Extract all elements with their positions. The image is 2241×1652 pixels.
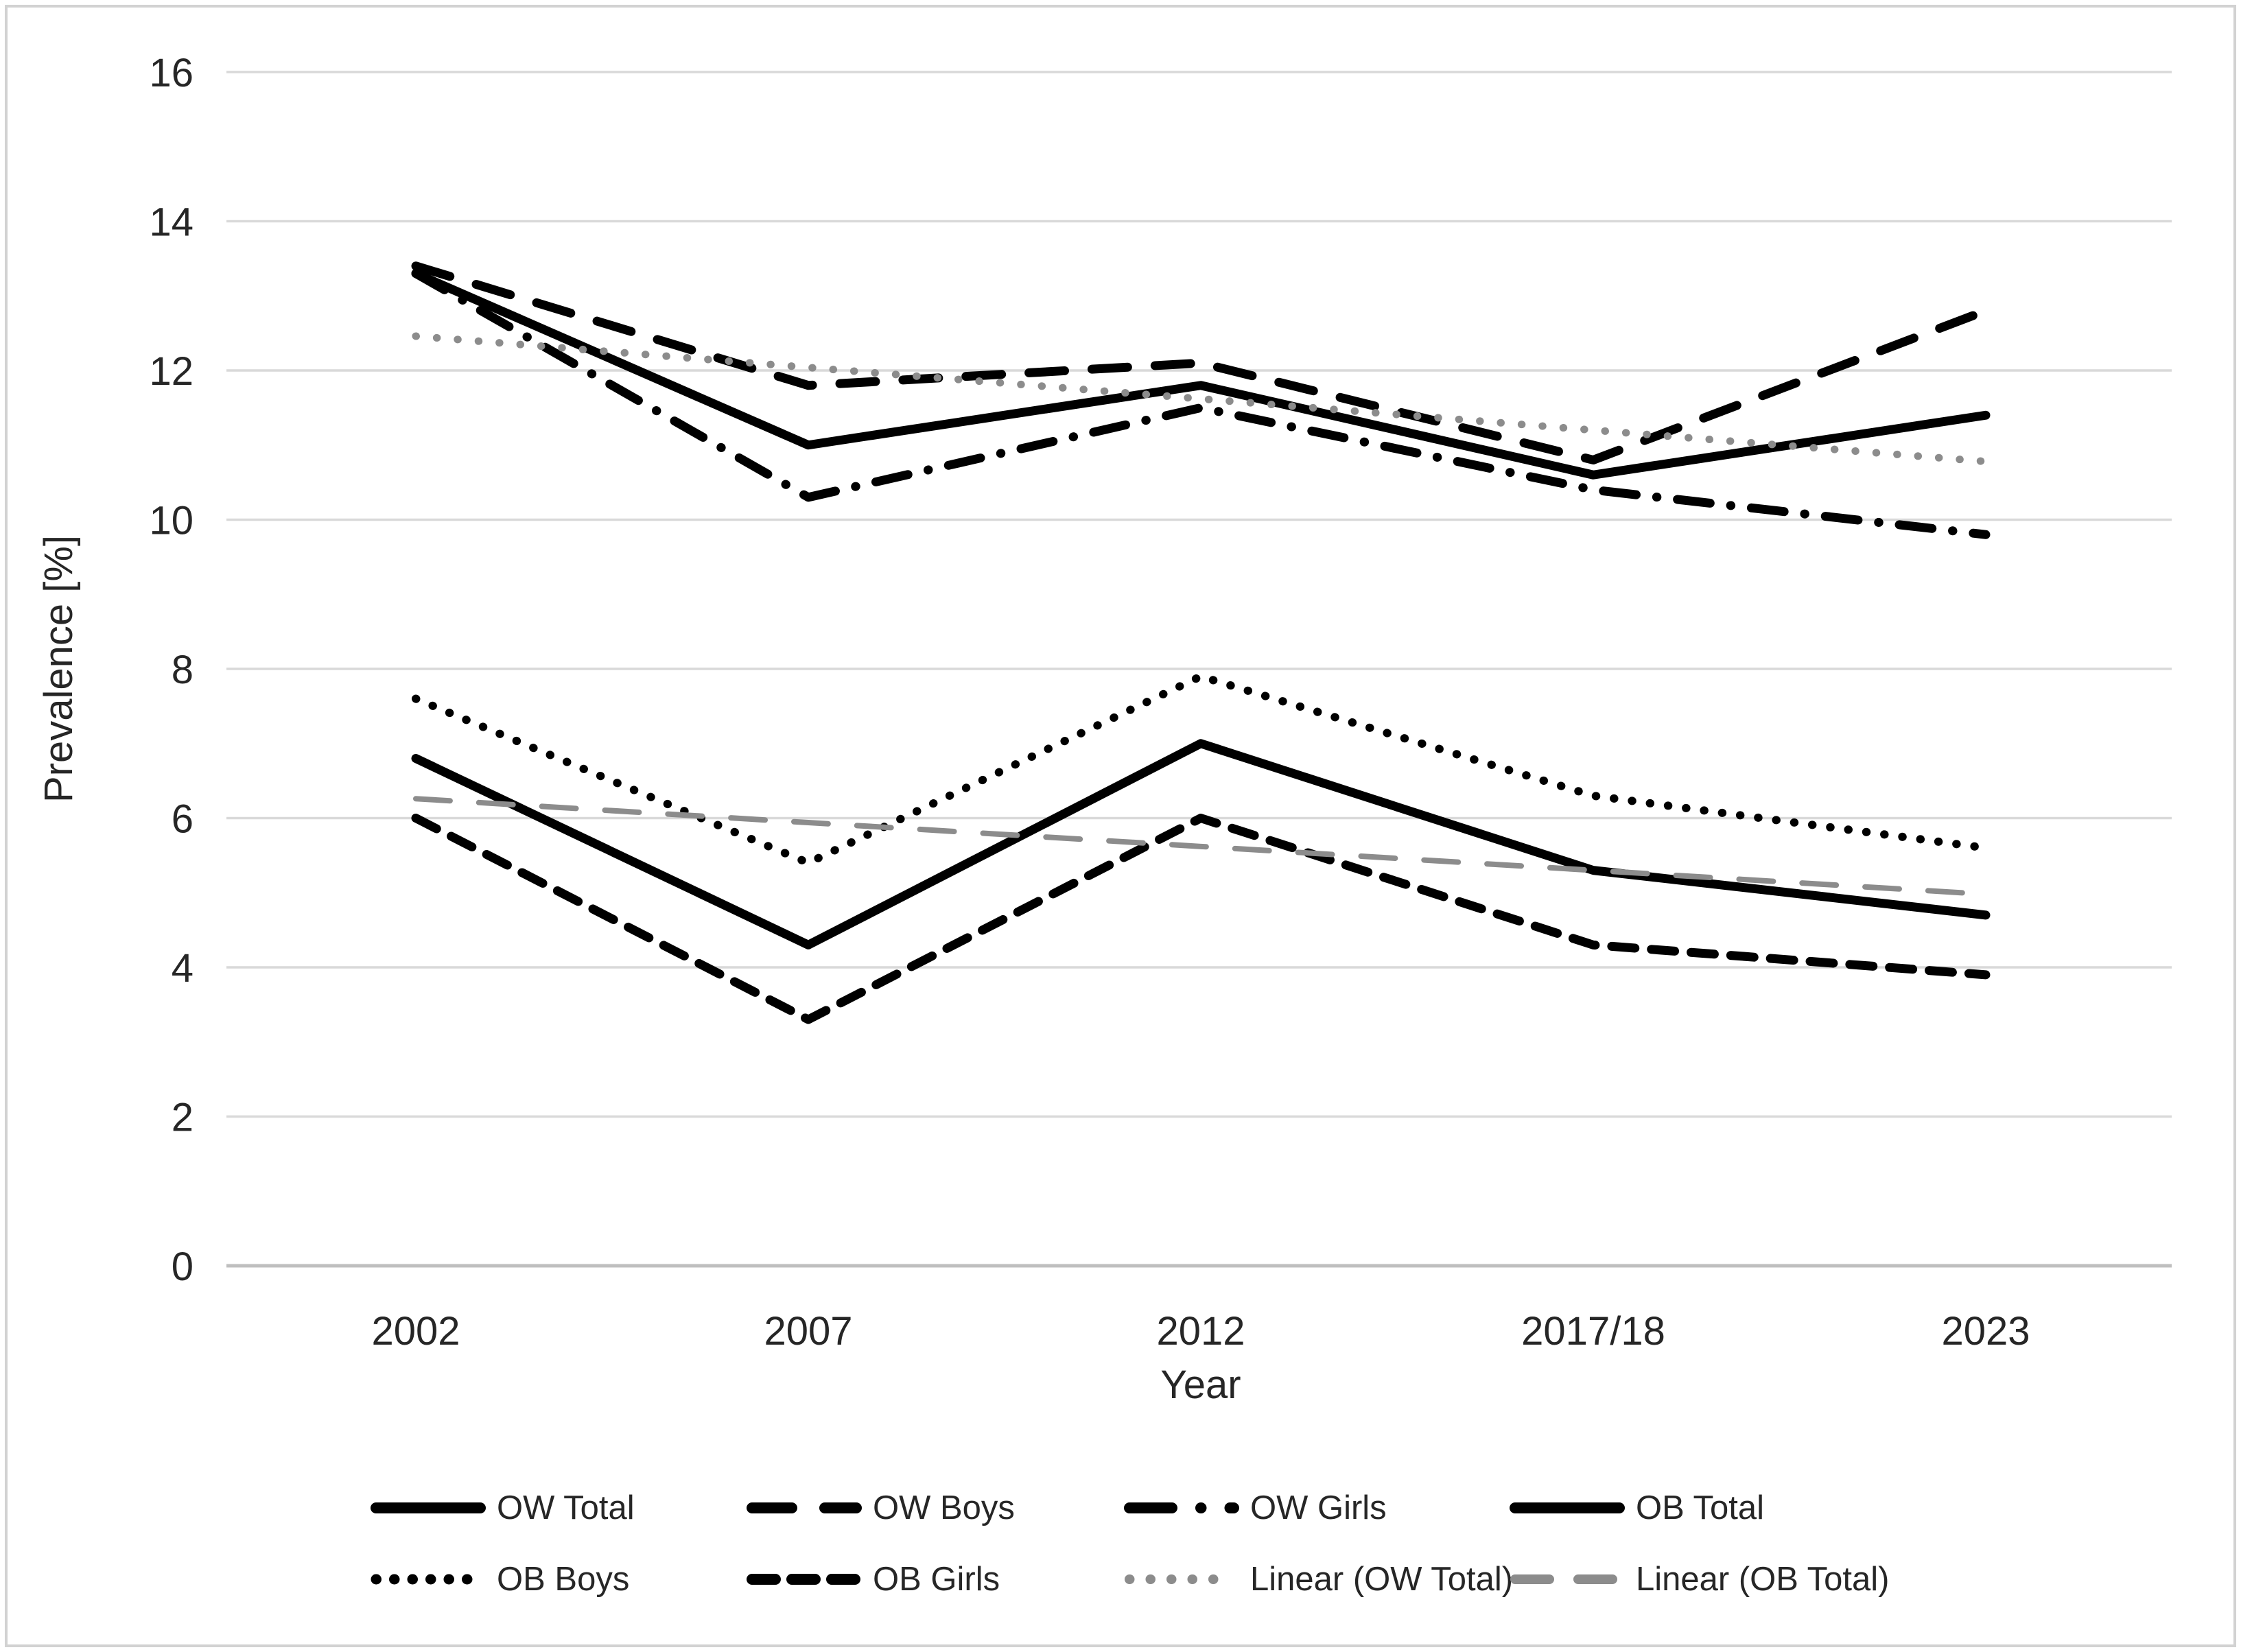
- x-tick-label-2002: 2002: [371, 1309, 460, 1354]
- y-axis-title: Prevalence [%]: [36, 535, 81, 803]
- y-tick-label: 0: [172, 1244, 193, 1289]
- series-ow-boys-line: [411, 261, 1991, 464]
- series-linear-ob-total-line: [413, 796, 1988, 897]
- y-tick-label: 4: [172, 946, 193, 991]
- series-ow-total-line: [411, 269, 1991, 480]
- x-axis-title: Year: [1160, 1362, 1241, 1407]
- x-tick-label-2012: 2012: [1156, 1309, 1245, 1354]
- y-axis-tick-labels: 0 2 4 6 8 10 12 14 16: [149, 51, 193, 1289]
- y-tick-label: 16: [149, 51, 193, 95]
- series-ob-total-line: [411, 739, 1991, 949]
- series-ob-boys-line: [412, 672, 1990, 867]
- x-tick-label-2023: 2023: [1941, 1309, 2030, 1354]
- gridlines: [226, 71, 2172, 1268]
- series-ow-girls-line: [411, 269, 1991, 539]
- y-tick-label: 10: [149, 499, 193, 543]
- y-tick-label: 14: [149, 200, 193, 245]
- y-tick-label: 12: [149, 349, 193, 394]
- series-linear-ow-total-line: [412, 332, 1990, 466]
- x-axis-tick-labels: 2002 2007 2012 2017/18 2023: [371, 1309, 2030, 1354]
- x-tick-label-2007: 2007: [764, 1309, 852, 1354]
- series-lines: [411, 261, 1991, 1024]
- y-tick-label: 2: [172, 1096, 193, 1140]
- y-tick-label: 6: [172, 797, 193, 842]
- series-ob-girls-line: [411, 814, 1991, 1024]
- chart-border: [5, 5, 2236, 1647]
- y-tick-label: 8: [172, 648, 193, 692]
- x-tick-label-2017-18: 2017/18: [1521, 1309, 1665, 1354]
